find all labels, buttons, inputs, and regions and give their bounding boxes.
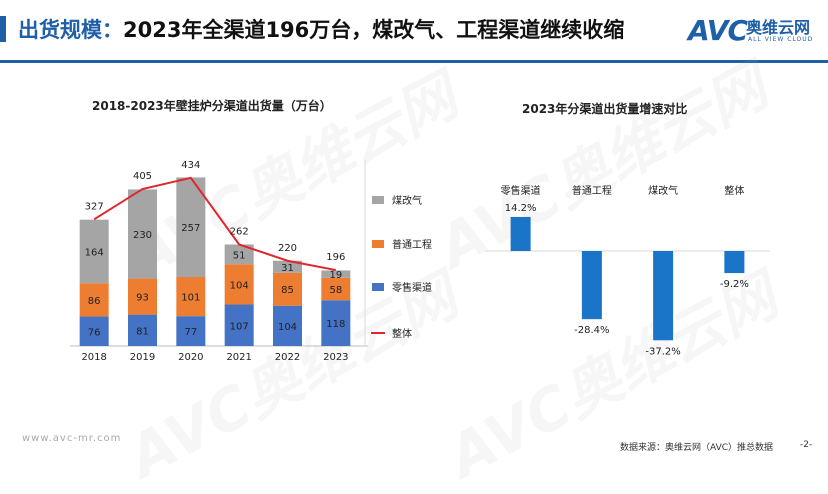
right-chart-title: 2023年分渠道出货量增速对比 bbox=[522, 102, 688, 116]
legend-swatch bbox=[372, 283, 384, 291]
data-label: 93 bbox=[136, 293, 149, 304]
bar-segment bbox=[79, 219, 109, 284]
bar-segment bbox=[128, 189, 157, 279]
data-label: 85 bbox=[281, 285, 294, 296]
legend-label: 煤改气 bbox=[392, 194, 422, 207]
data-label: 76 bbox=[88, 327, 101, 338]
growth-label: -28.4% bbox=[574, 325, 609, 336]
logo-cn-name: 奥维云网 bbox=[746, 18, 811, 37]
bar-segment bbox=[224, 264, 254, 305]
data-label: 58 bbox=[329, 285, 342, 296]
page-title-main: 2023年全渠道196万台，煤改气、工程渠道继续收缩 bbox=[123, 18, 625, 42]
page-title-prefix: 出货规模： bbox=[18, 18, 123, 42]
x-tick-label: 2022 bbox=[275, 352, 300, 363]
category-label: 整体 bbox=[724, 184, 744, 197]
category-label: 普通工程 bbox=[572, 184, 612, 197]
bar-segment bbox=[128, 278, 157, 315]
bar-segment bbox=[321, 270, 351, 278]
bar-segment bbox=[224, 304, 254, 346]
bar-segment bbox=[79, 283, 109, 317]
growth-bar-chart: 14.2% 零售渠道 -28.4% 普通工程 -37.2% 煤改气 -9.2% 整体 bbox=[485, 184, 770, 357]
growth-label: -9.2% bbox=[720, 279, 749, 290]
growth-bar bbox=[653, 251, 674, 341]
category-label: 零售渠道 bbox=[501, 184, 541, 197]
data-label: 31 bbox=[281, 263, 294, 274]
title-accent-bar bbox=[0, 16, 6, 42]
data-label: 104 bbox=[278, 322, 297, 333]
total-label: 262 bbox=[230, 226, 249, 237]
bar-segment bbox=[176, 177, 206, 278]
data-label: 51 bbox=[233, 250, 246, 261]
data-label: 118 bbox=[326, 319, 345, 330]
data-label: 81 bbox=[136, 326, 149, 337]
x-tick-label: 2021 bbox=[226, 352, 251, 363]
x-tick-label: 2020 bbox=[178, 352, 203, 363]
x-tick-label: 2018 bbox=[81, 352, 106, 363]
title-divider bbox=[0, 60, 828, 63]
left-chart-title: 2018-2023年壁挂炉分渠道出货量（万台） bbox=[92, 99, 332, 113]
logo-mark: AVC bbox=[688, 14, 748, 47]
legend-label: 整体 bbox=[392, 327, 412, 340]
category-label: 煤改气 bbox=[648, 184, 678, 197]
data-label: 101 bbox=[181, 293, 200, 304]
legend-label: 零售渠道 bbox=[392, 281, 432, 294]
bar-segment bbox=[224, 244, 254, 265]
footer-source: 数据来源：奥维云网（AVC）推总数据 bbox=[620, 443, 774, 453]
growth-label: 14.2% bbox=[505, 203, 537, 214]
growth-bar bbox=[581, 251, 602, 320]
total-label: 327 bbox=[85, 201, 104, 212]
footer-url: www.avc-mr.com bbox=[22, 433, 122, 444]
stacked-bar-chart: 76 86 164 2018 81 93 230 2019 77 101 257 2020 107 104… bbox=[70, 160, 432, 363]
legend-swatch bbox=[372, 240, 384, 248]
page-number: -2- bbox=[800, 440, 813, 450]
bar-segment bbox=[273, 260, 302, 273]
data-label: 86 bbox=[88, 296, 101, 307]
total-label: 405 bbox=[133, 171, 152, 182]
growth-bar bbox=[510, 216, 531, 251]
bar-segment bbox=[321, 300, 351, 346]
total-label: 220 bbox=[278, 243, 297, 254]
bar-segment bbox=[79, 316, 109, 346]
bar-segment bbox=[321, 277, 351, 301]
data-label: 19 bbox=[329, 270, 342, 281]
bar-segment bbox=[176, 316, 206, 346]
bar-segment bbox=[128, 314, 157, 346]
avc-logo: AVC 奥维云网 ALL VIEW CLOUD bbox=[688, 14, 818, 54]
bar-segment bbox=[273, 305, 302, 346]
data-label: 104 bbox=[230, 280, 249, 291]
x-tick-label: 2023 bbox=[323, 352, 348, 363]
title-bar: 出货规模：2023年全渠道196万台，煤改气、工程渠道继续收缩 AVC 奥维云网… bbox=[0, 0, 828, 64]
data-label: 164 bbox=[85, 247, 104, 258]
logo-en-name: ALL VIEW CLOUD bbox=[748, 36, 814, 43]
data-label: 257 bbox=[181, 223, 200, 234]
page-title: 出货规模：2023年全渠道196万台，煤改气、工程渠道继续收缩 bbox=[18, 14, 624, 44]
growth-bar bbox=[724, 251, 745, 274]
total-line bbox=[93, 176, 337, 272]
bar-segment bbox=[176, 277, 206, 317]
total-label: 434 bbox=[181, 160, 200, 171]
legend-label: 普通工程 bbox=[392, 238, 432, 251]
total-label: 196 bbox=[326, 252, 345, 263]
data-label: 230 bbox=[133, 230, 152, 241]
bar-segment bbox=[273, 272, 302, 306]
x-tick-label: 2019 bbox=[130, 352, 155, 363]
data-label: 107 bbox=[230, 321, 249, 332]
legend-swatch bbox=[372, 196, 384, 204]
data-label: 77 bbox=[184, 327, 197, 338]
growth-label: -37.2% bbox=[645, 346, 680, 357]
